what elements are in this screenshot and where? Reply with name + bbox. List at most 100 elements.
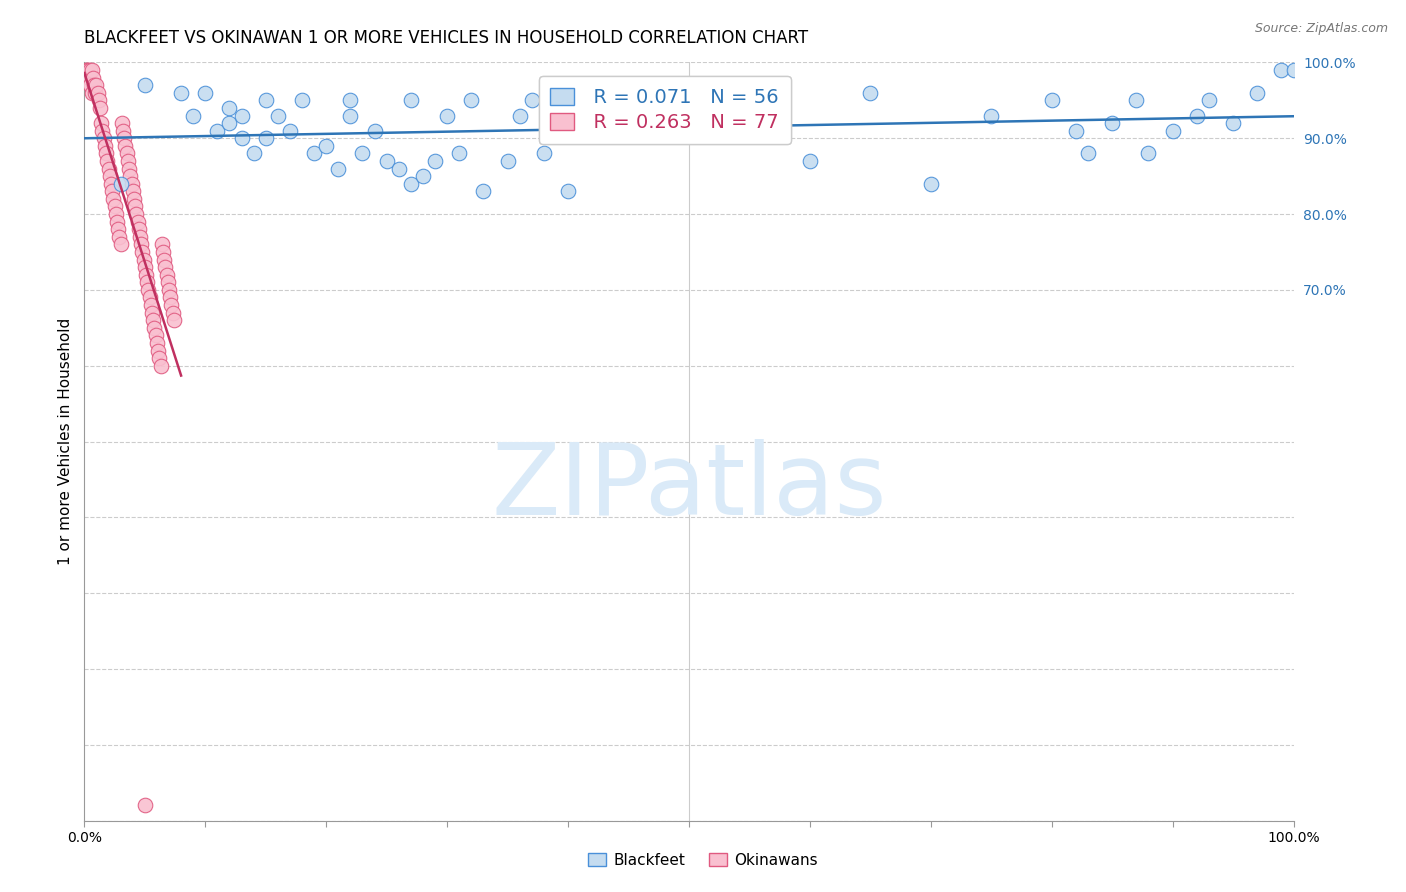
Point [82,70,104,85]
Point [557,184,579,198]
Point [146,335,169,350]
Point [363,123,385,137]
Point [231,131,253,145]
Point [139,298,162,312]
Point [859,86,882,100]
Point [1125,93,1147,107]
Point [1161,123,1184,137]
Point [134,78,156,92]
Point [399,93,422,107]
Point [110,237,132,252]
Point [231,108,253,122]
Point [315,138,337,153]
Point [449,146,471,161]
Point [100,177,122,191]
Point [138,283,160,297]
Point [254,93,277,107]
Text: BLACKFEET VS OKINAWAN 1 OR MORE VEHICLES IN HOUSEHOLD CORRELATION CHART: BLACKFEET VS OKINAWAN 1 OR MORE VEHICLES… [84,29,808,47]
Point [496,153,519,168]
Point [162,305,184,319]
Point [138,291,160,305]
Point [80,62,103,77]
Point [181,108,204,122]
Text: ZIPatlas: ZIPatlas [491,439,887,535]
Point [121,177,143,191]
Point [104,199,127,213]
Point [122,192,145,206]
Point [170,86,193,100]
Point [110,177,132,191]
Point [86,78,108,92]
Point [1198,93,1220,107]
Point [509,108,531,122]
Point [155,260,177,274]
Point [1137,146,1160,161]
Point [1077,146,1099,161]
Point [1246,86,1268,100]
Point [163,313,186,327]
Point [104,207,127,221]
Point [129,229,152,244]
Point [153,252,176,267]
Point [155,268,177,282]
Point [423,153,446,168]
Point [90,116,112,130]
Point [136,275,159,289]
Point [460,93,482,107]
Point [76,62,98,77]
Point [121,184,143,198]
Text: Source: ZipAtlas.com: Source: ZipAtlas.com [1254,22,1388,36]
Point [77,62,100,77]
Legend:   R = 0.071   N = 56,   R = 0.263   N = 77: R = 0.071 N = 56, R = 0.263 N = 77 [538,76,790,144]
Point [118,161,141,176]
Point [1040,93,1063,107]
Point [520,93,543,107]
Point [291,93,314,107]
Point [114,138,136,153]
Point [93,131,115,145]
Point [799,153,821,168]
Point [141,305,163,319]
Point [75,62,97,77]
Point [1222,116,1244,130]
Point [107,222,129,236]
Point [148,351,170,366]
Point [84,86,107,100]
Point [339,108,361,122]
Point [399,177,422,191]
Point [98,169,121,184]
Point [134,260,156,274]
Point [120,169,142,184]
Point [267,108,290,122]
Legend: Blackfeet, Okinawans: Blackfeet, Okinawans [581,845,825,875]
Point [112,123,135,137]
Point [115,146,138,161]
Point [108,229,131,244]
Point [146,343,169,358]
Point [152,244,174,259]
Point [79,62,101,77]
Point [156,275,179,289]
Point [352,146,374,161]
Point [125,207,148,221]
Point [412,169,434,184]
Point [134,798,156,813]
Point [375,153,398,168]
Point [302,146,325,161]
Point [145,328,167,343]
Point [135,268,157,282]
Point [159,291,181,305]
Point [207,123,229,137]
Point [436,108,458,122]
Point [128,222,150,236]
Point [472,184,495,198]
Point [1270,62,1292,77]
Point [105,214,128,228]
Point [87,93,110,107]
Point [1101,116,1123,130]
Point [143,320,166,334]
Point [328,161,350,176]
Point [142,313,165,327]
Point [242,146,264,161]
Point [80,86,103,100]
